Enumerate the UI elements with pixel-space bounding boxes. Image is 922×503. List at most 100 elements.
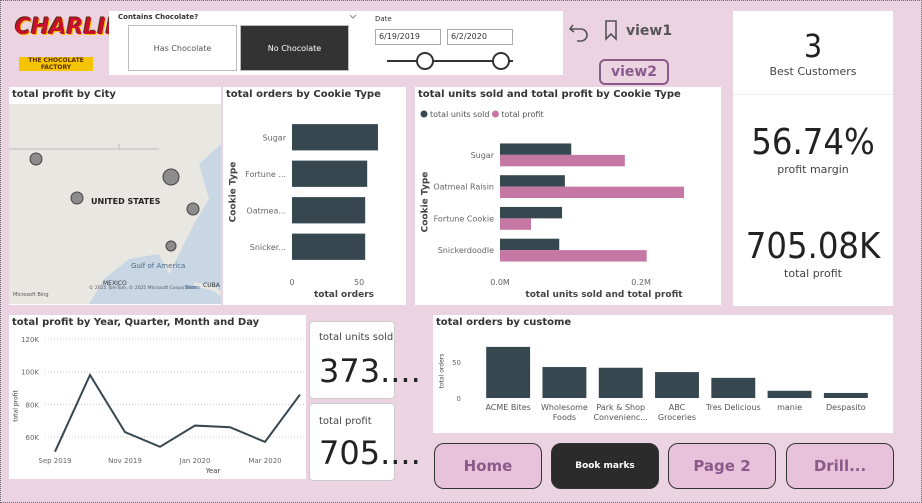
- map[interactable]: UNITED STATES Gulf of America MEXICO CUB…: [9, 104, 221, 304]
- map-label: UNITED STATES: [91, 197, 161, 206]
- y-tick-label: Snicker...: [250, 243, 286, 252]
- chart: 0.0M 0.2M Sugar Oatmeal Raisin Fortune Cooki…: [420, 110, 685, 300]
- slicer-panel: Contains Chocolate? Has Chocolate No Cho…: [109, 11, 563, 75]
- legend-marker: [420, 110, 428, 118]
- date-end[interactable]: 6/2/2020: [447, 29, 513, 45]
- x-axis-title: total units sold and total profit: [525, 290, 683, 300]
- kpi-card: 3 Best Customers: [733, 11, 893, 95]
- kpi-value: 56.74%: [751, 122, 875, 163]
- x-tick-label: Nov 2019: [108, 457, 142, 465]
- legend-label: total profit: [501, 110, 543, 119]
- kpi-label: total profit: [319, 416, 372, 427]
- map-terms[interactable]: Terms: [184, 285, 200, 291]
- bar: [500, 218, 532, 230]
- y-tick-label: Sugar: [263, 133, 287, 142]
- nav-button[interactable]: Home: [434, 443, 542, 489]
- slicer-option[interactable]: Has Chocolate: [128, 25, 237, 71]
- bar: [500, 238, 560, 251]
- kpi-value: 705.08K: [745, 226, 881, 267]
- x-tick-label-box: Despasito: [826, 403, 866, 412]
- date-start[interactable]: 6/19/2019: [375, 29, 441, 45]
- chart-panel: total profit by Year, Quarter, Month and…: [9, 315, 306, 479]
- bar: [655, 372, 699, 398]
- kpi-card: total units sold 373....: [309, 321, 421, 399]
- bar: [500, 154, 625, 167]
- x-tick-label: 50: [354, 278, 364, 287]
- bar: [598, 367, 643, 398]
- slicer-option[interactable]: No Chocolate: [240, 25, 349, 71]
- logo-name: CHARLIE: [15, 15, 121, 40]
- y-tick-label: Oatmea...: [246, 206, 286, 215]
- bookmark-view1[interactable]: view1: [626, 23, 673, 39]
- nav-button[interactable]: Book marks: [551, 443, 659, 489]
- x-tick-label-box: Wholesome Foods: [541, 403, 588, 422]
- chart-title: total orders by custome: [436, 317, 572, 328]
- legend-label: total units sold: [430, 110, 489, 119]
- kpi-panel: 3 Best Customers 56.74% profit margin 70…: [733, 11, 893, 306]
- date-title: Date: [375, 15, 392, 23]
- x-tick-label: Tres Delicious: [705, 403, 761, 412]
- x-tick-label: Despasito: [826, 403, 866, 412]
- y-axis-title: Cookie Type: [229, 162, 239, 223]
- y-tick-label: 120K: [21, 336, 39, 344]
- map-label: MEXICO: [103, 280, 127, 287]
- date-range-slider[interactable]: [379, 51, 529, 73]
- kpi-value: 3: [803, 27, 823, 65]
- y-tick-label: Oatmeal Raisin: [433, 183, 494, 192]
- bookmark-icon[interactable]: [603, 19, 619, 41]
- bar: [292, 197, 366, 224]
- y-axis-title: Cookie Type: [421, 172, 431, 233]
- y-axis-title: total profit: [13, 390, 20, 422]
- y-tick-label: 60K: [26, 434, 40, 442]
- bar: [292, 124, 378, 151]
- kpi-card: 705.08K total profit: [733, 201, 893, 305]
- x-axis-title: total orders: [314, 290, 374, 300]
- kpi-label: profit margin: [777, 163, 849, 176]
- chart-panel: total orders by custome 0 50 ACME Bites Whol…: [433, 315, 893, 433]
- bookmark-view2[interactable]: view2: [599, 59, 669, 85]
- map-label: CUBA: [203, 282, 221, 289]
- bar: [292, 160, 368, 187]
- x-tick-label: Jan 2020: [179, 457, 211, 465]
- line-series: [54, 372, 301, 453]
- chevron[interactable]: [349, 14, 357, 20]
- kpi-card: total profit 705....: [309, 403, 421, 481]
- x-tick-label: 0.2M: [631, 278, 651, 287]
- map-panel: total profit by City UNITED STATES Gulf …: [9, 87, 221, 305]
- kpi-card: 56.74% profit margin: [733, 97, 893, 201]
- bar: [500, 186, 685, 199]
- x-tick-label: 0.0M: [490, 278, 510, 287]
- x-tick-label: Mar 2020: [248, 457, 281, 465]
- kpi-value: 705....: [319, 434, 421, 472]
- chart: 60K 80K 100K 120K Sep 2019 Nov 2019 Jan 2020 Ma…: [13, 336, 306, 475]
- bar: [711, 377, 756, 398]
- x-axis-title: Year: [205, 467, 221, 475]
- y-tick-label: Snickerdoodle: [438, 246, 494, 255]
- x-tick-label: Wholesome Foods: [541, 403, 588, 422]
- x-tick-label-box: ACME Bites: [485, 403, 530, 412]
- logo-subtitle: THE CHOCOLATE FACTORY: [19, 57, 93, 71]
- kpi-label: total units sold: [319, 332, 394, 343]
- map-label: Gulf of America: [131, 262, 185, 270]
- nav-button[interactable]: Page 2: [668, 443, 776, 489]
- y-tick-label: Fortune ...: [245, 170, 286, 179]
- x-tick-label-box: ABC Groceries: [657, 403, 697, 422]
- y-tick-label: 0: [457, 395, 461, 403]
- x-tick-label: 0: [289, 278, 294, 287]
- x-tick-label: ABC Groceries: [657, 403, 697, 422]
- nav-button[interactable]: Drill...: [786, 443, 894, 489]
- undo-icon[interactable]: [567, 19, 593, 43]
- chart: 0 50 ACME Bites Wholesome Foods Park & Shop …: [439, 346, 868, 422]
- slicer-title: Contains Chocolate?: [118, 13, 199, 21]
- bar: [500, 250, 647, 262]
- chart-title: total profit by Year, Quarter, Month and…: [12, 317, 260, 328]
- kpi-label: total profit: [784, 267, 842, 280]
- x-tick-label-box: Tres Delicious: [705, 403, 761, 412]
- x-tick-label-box: Park & Shop Convenienc...: [593, 403, 648, 422]
- y-tick-label: 80K: [26, 401, 40, 409]
- y-tick-label: Sugar: [471, 151, 495, 160]
- x-tick-label: Sep 2019: [38, 457, 71, 465]
- y-tick-label: 50: [452, 359, 461, 367]
- bar: [542, 367, 587, 398]
